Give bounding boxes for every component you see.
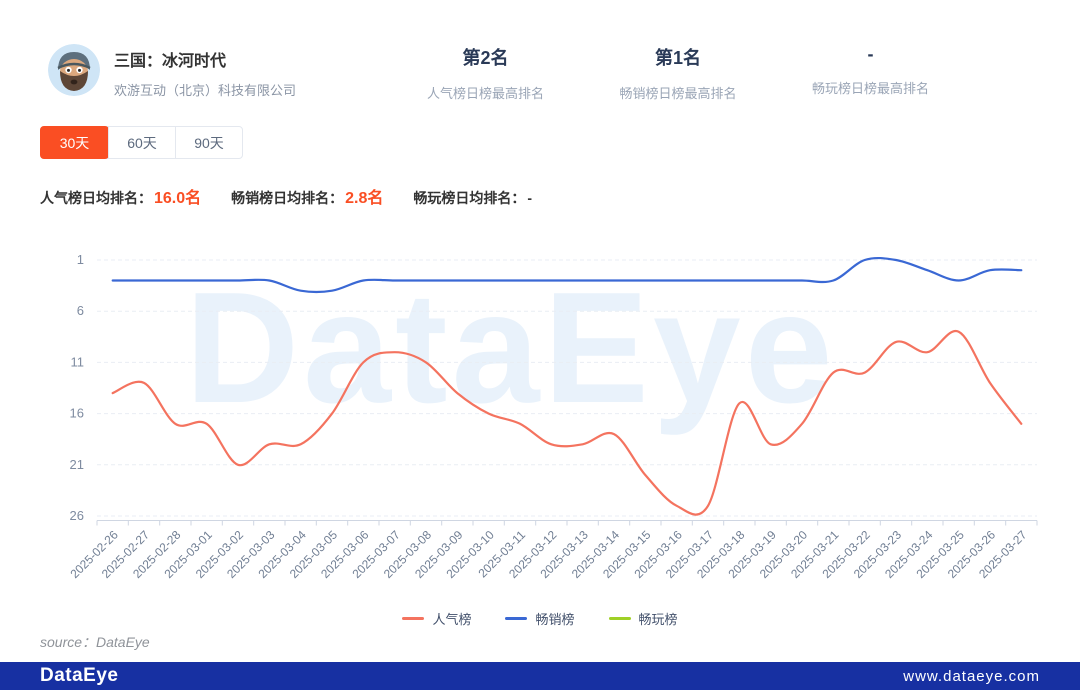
summary-value: 2.8名 (345, 190, 384, 207)
stat-value: 第1名 (654, 48, 701, 68)
summary-value: 16.0名 (154, 190, 202, 207)
tab-30-days[interactable]: 30天 (40, 126, 109, 159)
legend-label: 畅销榜 (535, 612, 575, 627)
footer-bar: DataEye www.dataeye.com (0, 662, 1080, 690)
summary-popularity: 人气榜日均排名： 16.0名 (40, 184, 201, 208)
range-tabs: 30天 60天 90天 (40, 126, 243, 159)
best-rank-stats: 第2名 人气榜日榜最高排名 第1名 畅销榜日榜最高排名 - 畅玩榜日榜最高排名 (398, 44, 958, 102)
app-avatar-icon (48, 44, 100, 96)
tab-90-days[interactable]: 90天 (175, 127, 242, 158)
app-company: 欢游互动（北京）科技有限公司 (114, 83, 297, 98)
legend-line-icon (402, 617, 425, 620)
dataeye-logo: DataEye (40, 665, 119, 686)
source-note: source：DataEye (40, 634, 150, 650)
legend-label: 人气榜 (432, 612, 472, 627)
app-header: 三国：冰河时代 欢游互动（北京）科技有限公司 (48, 44, 296, 99)
summary-label: 畅玩榜日均排名： (413, 190, 526, 206)
chart-canvas[interactable]: 16111621262025-02-262025-02-272025-02-28… (40, 245, 1040, 620)
tab-60-days[interactable]: 60天 (108, 127, 175, 158)
legend-line-icon (608, 617, 631, 620)
chart-legend: 人气榜 畅销榜 畅玩榜 (0, 609, 1080, 628)
stat-grossing-best: 第1名 畅销榜日榜最高排名 (591, 44, 766, 102)
app-title: 三国：冰河时代 (114, 53, 227, 70)
svg-text:21: 21 (70, 457, 84, 472)
legend-item-popularity[interactable]: 人气榜 (402, 609, 471, 628)
svg-text:1: 1 (77, 252, 84, 267)
stat-label: 人气榜日榜最高排名 (426, 86, 544, 101)
summary-label: 畅销榜日均排名： (231, 190, 344, 206)
stat-value: 第2名 (462, 48, 509, 68)
stat-label: 畅玩榜日榜最高排名 (811, 81, 929, 96)
stat-label: 畅销榜日榜最高排名 (619, 86, 737, 101)
svg-text:6: 6 (77, 303, 84, 318)
stat-popularity-best: 第2名 人气榜日榜最高排名 (398, 44, 573, 102)
svg-text:16: 16 (70, 406, 84, 421)
legend-label: 畅玩榜 (638, 612, 678, 627)
summary-value: - (527, 190, 533, 206)
stat-value: - (867, 44, 874, 64)
summary-label: 人气榜日均排名： (40, 190, 152, 206)
svg-text:26: 26 (70, 508, 84, 523)
legend-item-grossing[interactable]: 畅销榜 (505, 609, 575, 628)
footer-url: www.dataeye.com (903, 667, 1040, 685)
average-rank-summary: 人气榜日均排名： 16.0名 畅销榜日均排名： 2.8名 畅玩榜日均排名： - (40, 184, 532, 208)
rank-trend-chart[interactable]: DataEye 1 6 11 16 21 26 2025-02-26 2025-02-27 20… (40, 245, 1040, 620)
summary-grossing: 畅销榜日均排名： 2.8名 (231, 184, 383, 208)
legend-item-play[interactable]: 畅玩榜 (608, 609, 678, 628)
svg-text:11: 11 (71, 354, 85, 369)
stat-play-best: - 畅玩榜日榜最高排名 (783, 44, 958, 102)
summary-play: 畅玩榜日均排名： - (413, 188, 532, 208)
legend-line-icon (505, 617, 528, 620)
